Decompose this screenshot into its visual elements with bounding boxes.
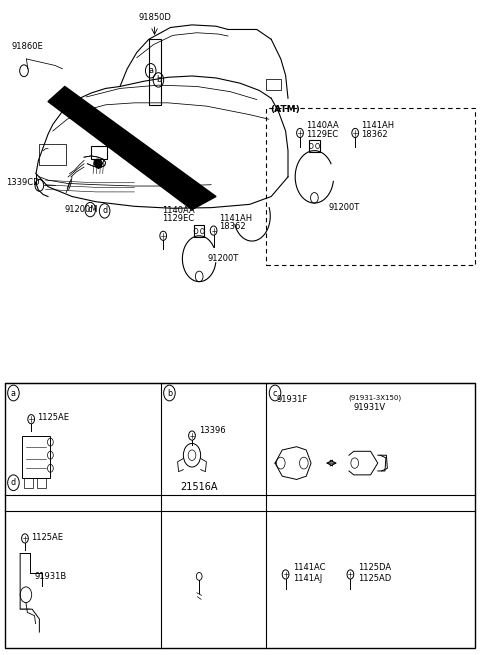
Bar [24,478,33,488]
Text: 1125AE: 1125AE [31,533,63,542]
Text: 1141AC: 1141AC [293,563,325,572]
Text: a: a [148,66,153,75]
Text: c: c [88,205,93,214]
Bar [266,108,475,265]
Text: 91931F: 91931F [276,395,307,404]
Text: d: d [11,478,16,487]
Text: 1125AE: 1125AE [37,413,70,422]
Text: b: b [167,388,172,398]
Bar [309,140,320,152]
Polygon shape [48,86,216,210]
Text: 91850D: 91850D [138,12,171,22]
Bar [266,79,281,90]
Text: 91931B: 91931B [35,572,67,581]
Text: 1125AD: 1125AD [358,574,391,583]
Text: 1339CD: 1339CD [6,178,39,187]
Text: 18362: 18362 [219,221,245,231]
Text: 91860E: 91860E [12,42,44,51]
Text: 91931V: 91931V [354,403,386,412]
Text: 18362: 18362 [361,130,387,139]
Text: 1141AH: 1141AH [219,214,252,223]
Bar [5,383,475,648]
Text: 91200T: 91200T [207,254,239,263]
Bar [22,436,50,478]
Text: 91200T: 91200T [329,203,360,212]
Bar [149,39,161,105]
Bar [194,225,204,237]
Text: 1129EC: 1129EC [306,130,338,139]
Text: b: b [156,75,161,84]
Polygon shape [94,159,102,168]
Text: 1141AH: 1141AH [361,121,394,130]
Text: 21516A: 21516A [180,481,218,492]
Bar [39,144,66,165]
Text: (ATM): (ATM) [270,105,300,114]
Bar [37,478,46,488]
Text: 1140AA: 1140AA [162,206,195,215]
Text: 91200M: 91200M [65,205,98,214]
Text: 1125DA: 1125DA [358,563,391,572]
Text: 1141AJ: 1141AJ [293,574,322,583]
Text: 1129EC: 1129EC [162,214,194,223]
Bar [91,146,107,159]
Text: c: c [273,388,277,398]
Text: d: d [102,206,107,215]
Text: a: a [11,388,16,398]
Text: (91931-3X150): (91931-3X150) [348,395,401,402]
Text: 13396: 13396 [199,426,226,435]
Text: 1140AA: 1140AA [306,121,338,130]
